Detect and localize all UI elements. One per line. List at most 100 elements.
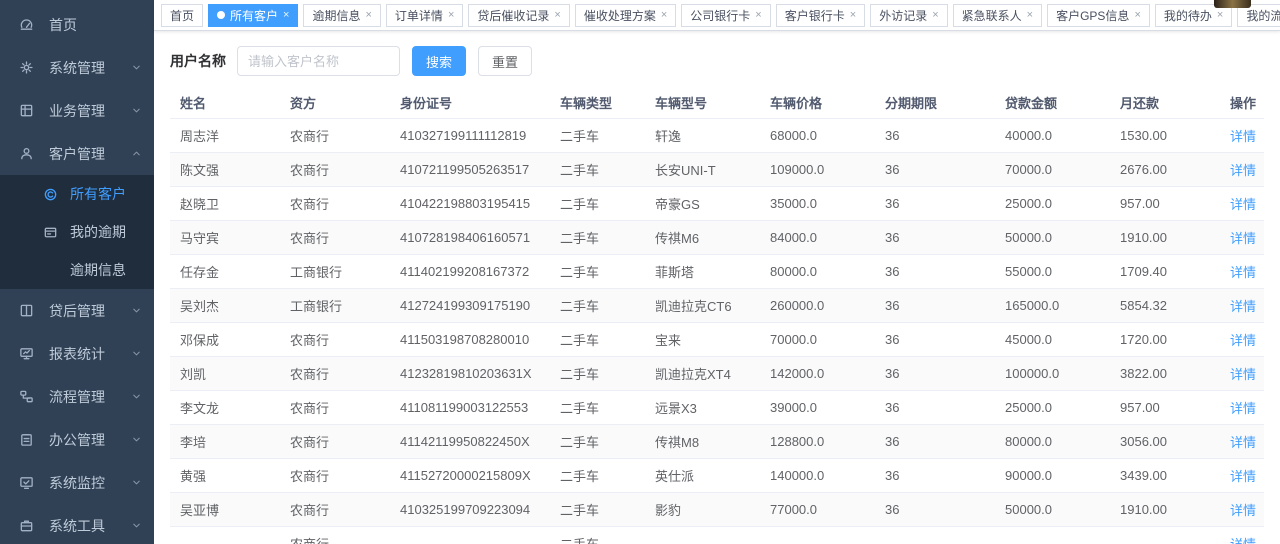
sidebar-subitem[interactable]: 我的逾期 xyxy=(0,213,154,251)
close-icon[interactable]: × xyxy=(447,8,455,21)
tab-label: 紧急联系人 xyxy=(961,8,1022,23)
close-icon[interactable]: × xyxy=(554,8,561,21)
tab[interactable]: 所有客户 × xyxy=(208,3,299,27)
sidebar-submenu: 所有客户 我的逾期 逾期信息 xyxy=(0,175,154,289)
sidebar-item-label: 办公管理 xyxy=(49,431,105,448)
table-row: 李培 农商行 41142119950822450X 二手车 传祺M8 128800.0 36… xyxy=(170,424,1264,459)
cell-action: 详情 xyxy=(1220,322,1264,357)
dashboard-icon xyxy=(19,17,36,32)
sidebar-item-label: 流程管理 xyxy=(49,388,105,405)
detail-link[interactable]: 详情 xyxy=(1230,230,1257,246)
tab-label: 订单详情 xyxy=(394,8,443,23)
cell-id-number: 41142119950822450X xyxy=(390,424,550,459)
tab[interactable]: 首页 xyxy=(161,3,204,27)
sidebar-subitem[interactable]: 逾期信息 xyxy=(0,251,154,289)
detail-link[interactable]: 详情 xyxy=(1230,264,1257,280)
detail-link[interactable]: 详情 xyxy=(1230,196,1257,212)
cell-loan-amount: 165000.0 xyxy=(995,288,1110,323)
cell-id-number: 410422198803195415 xyxy=(390,186,550,221)
detail-link[interactable]: 详情 xyxy=(1230,332,1257,348)
column-header: 车辆价格 xyxy=(760,88,875,119)
cell-vehicle-type: 二手车 xyxy=(550,152,645,187)
avatar[interactable] xyxy=(1214,0,1251,8)
detail-link[interactable]: 详情 xyxy=(1230,468,1257,484)
sidebar-item[interactable]: 系统监控 xyxy=(0,461,154,504)
tab[interactable]: 逾期信息 × xyxy=(303,3,381,27)
cell-name: 李培 xyxy=(170,424,280,459)
cell-id-number: 410327199111112819 xyxy=(390,118,550,153)
cell-action: 详情 xyxy=(1220,526,1264,544)
tab[interactable]: 订单详情 × xyxy=(385,3,464,27)
close-icon[interactable]: × xyxy=(660,8,668,21)
sidebar-item[interactable]: 办公管理 xyxy=(0,418,154,461)
cell-monthly-payment: 957.00 xyxy=(1110,390,1220,425)
cell-vehicle-type: 二手车 xyxy=(550,390,645,425)
tab[interactable]: 客户银行卡 × xyxy=(775,3,866,27)
cell-vehicle-type: 二手车 xyxy=(550,492,645,527)
table-row: 陈文强 农商行 410721199505263517 二手车 长安UNI-T 109000… xyxy=(170,152,1264,187)
search-input[interactable] xyxy=(237,46,400,76)
sidebar-item[interactable]: 首页 xyxy=(0,3,154,46)
close-icon[interactable]: × xyxy=(365,8,372,21)
close-icon[interactable]: × xyxy=(849,8,857,21)
tab[interactable]: 外访记录 × xyxy=(870,3,948,27)
cell-term: 36 xyxy=(875,458,995,493)
detail-link[interactable]: 详情 xyxy=(1230,366,1257,382)
sidebar-item[interactable]: 系统工具 xyxy=(0,504,154,544)
sidebar-item[interactable]: 报表统计 xyxy=(0,332,154,375)
reset-button[interactable]: 重置 xyxy=(478,46,533,76)
tab-label: 我的待办 xyxy=(1163,8,1212,23)
cell-name: 陈文强 xyxy=(170,152,280,187)
tab[interactable]: 贷后催收记录 × xyxy=(468,3,570,27)
close-icon[interactable]: × xyxy=(1216,8,1224,21)
tab[interactable]: 我的待办 × xyxy=(1154,3,1233,27)
close-icon[interactable]: × xyxy=(932,8,939,21)
cell-monthly-payment: 3056.00 xyxy=(1110,424,1220,459)
sidebar-item[interactable]: 系统管理 xyxy=(0,46,154,89)
cell-action: 详情 xyxy=(1220,254,1264,289)
cell-vehicle-price: 109000.0 xyxy=(760,152,875,187)
cell-capital: 农商行 xyxy=(280,526,390,544)
cell-monthly-payment: 3439.00 xyxy=(1110,458,1220,493)
detail-link[interactable]: 详情 xyxy=(1230,536,1257,544)
detail-link[interactable]: 详情 xyxy=(1230,434,1257,450)
flow-icon xyxy=(19,389,36,404)
sidebar-item[interactable]: 流程管理 xyxy=(0,375,154,418)
tab[interactable]: 催收处理方案 × xyxy=(574,3,677,27)
cell-vehicle-model: 宝来 xyxy=(645,322,760,357)
cell-id-number: 411402199208167372 xyxy=(390,254,550,289)
cell-loan-amount: 80000.0 xyxy=(995,424,1110,459)
tab[interactable]: 我的流程× xyxy=(1237,3,1280,27)
sidebar-item[interactable]: 业务管理 xyxy=(0,89,154,132)
cell-loan-amount: 100000.0 xyxy=(995,356,1110,391)
cell-capital: 农商行 xyxy=(280,356,390,391)
sidebar-item-label: 系统管理 xyxy=(49,59,105,76)
sidebar-item-label: 系统工具 xyxy=(49,517,105,534)
table-row: 周志洋 农商行 410327199111112819 二手车 轩逸 68000.0 36 40… xyxy=(170,118,1264,153)
cell-id-number: 412724199309175190 xyxy=(390,288,550,323)
tab[interactable]: 客户GPS信息 × xyxy=(1047,3,1150,27)
tab[interactable]: 公司银行卡 × xyxy=(681,3,771,27)
tab[interactable]: 紧急联系人 × xyxy=(952,3,1043,27)
cell-vehicle-type: 二手车 xyxy=(550,424,645,459)
close-icon[interactable]: × xyxy=(755,8,762,21)
sidebar-item[interactable]: 客户管理 xyxy=(0,132,154,175)
cell-vehicle-model: 凯迪拉克XT4 xyxy=(645,356,760,391)
close-icon[interactable]: × xyxy=(1026,8,1034,21)
cell-name: 赵晓卫 xyxy=(170,186,280,221)
sidebar-item[interactable]: 贷后管理 xyxy=(0,289,154,332)
detail-link[interactable]: 详情 xyxy=(1230,400,1257,416)
cell-vehicle-model: 影豹 xyxy=(645,492,760,527)
close-icon[interactable]: × xyxy=(1134,8,1141,21)
table-row: 吴亚博 农商行 410325199709223094 二手车 影豹 77000.0 36 50… xyxy=(170,492,1264,527)
detail-link[interactable]: 详情 xyxy=(1230,298,1257,314)
cell-vehicle-price: 142000.0 xyxy=(760,356,875,391)
sidebar-subitem[interactable]: 所有客户 xyxy=(0,175,154,213)
close-icon[interactable]: × xyxy=(283,8,290,21)
detail-link[interactable]: 详情 xyxy=(1230,162,1257,178)
cell-capital: 农商行 xyxy=(280,322,390,357)
detail-link[interactable]: 详情 xyxy=(1230,502,1257,518)
detail-link[interactable]: 详情 xyxy=(1230,128,1257,144)
search-button[interactable]: 搜索 xyxy=(412,46,467,76)
